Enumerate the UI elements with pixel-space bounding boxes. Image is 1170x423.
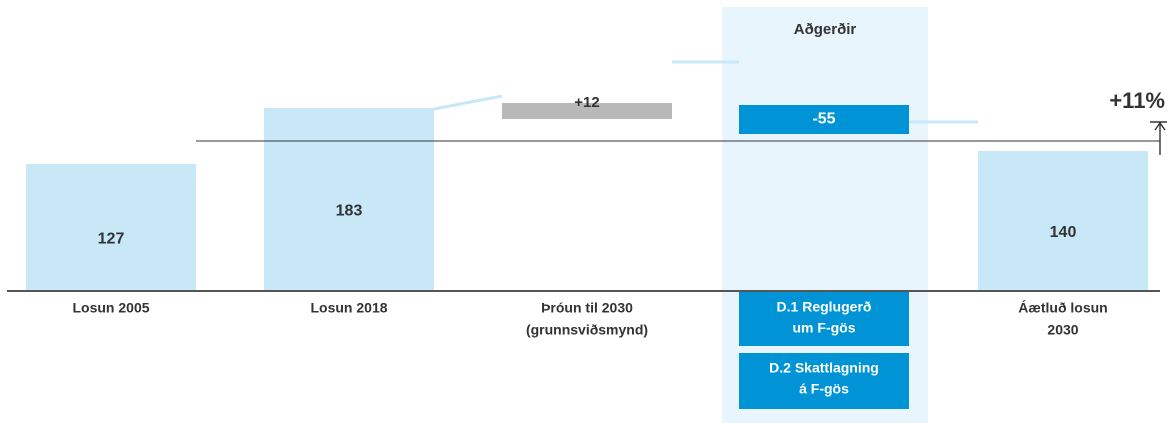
data-label-3: +12 (574, 94, 599, 111)
connector-1 (433, 94, 503, 111)
category-label-5-line-1: Áætluð losun (1018, 300, 1107, 316)
category-label-2-line-1: Losun 2018 (310, 300, 387, 316)
bar-2 (264, 108, 434, 291)
group-label: Aðgerðir (794, 21, 857, 38)
change-label: +11% (1109, 88, 1165, 113)
measure-box-2 (739, 353, 909, 409)
bar-1 (26, 164, 196, 291)
measure-label-1-line-1: D.1 Reglugerð (777, 299, 872, 315)
bar-4 (739, 105, 909, 134)
category-label-3-line-1: Þróun til 2030 (541, 300, 633, 316)
data-label-1: 127 (98, 231, 125, 248)
bar-5 (978, 151, 1148, 291)
category-label-3-line-2: (grunnsviðsmynd) (526, 322, 648, 338)
change-arrow-head (1154, 121, 1166, 131)
measure-box-1 (739, 292, 909, 346)
data-label-4: -55 (812, 111, 835, 128)
category-label-1-line-1: Losun 2005 (72, 300, 149, 316)
bar-3 (502, 103, 672, 119)
data-label-5: 140 (1050, 224, 1077, 241)
measure-label-2-line-1: D.2 Skattlagning (769, 360, 879, 376)
measure-label-2-line-2: á F-gös (799, 381, 849, 397)
category-label-5-line-2: 2030 (1047, 322, 1078, 338)
measure-label-1-line-2: um F-gös (793, 320, 856, 336)
data-label-2: 183 (336, 203, 363, 220)
